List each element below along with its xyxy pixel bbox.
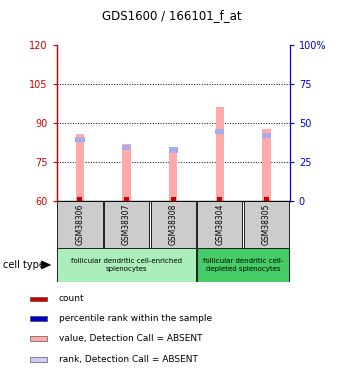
Text: percentile rank within the sample: percentile rank within the sample	[59, 314, 212, 323]
Bar	[30, 297, 47, 302]
Text: GSM38306: GSM38306	[75, 203, 84, 245]
Bar	[30, 336, 47, 341]
Bar	[124, 197, 129, 201]
Bar	[244, 201, 289, 248]
Bar	[57, 201, 103, 248]
Text: value, Detection Call = ABSENT: value, Detection Call = ABSENT	[59, 334, 202, 343]
Bar	[57, 248, 196, 282]
Bar	[217, 197, 222, 201]
Bar	[76, 135, 84, 201]
Bar	[215, 129, 224, 135]
Bar	[151, 201, 196, 248]
Bar	[264, 197, 269, 201]
Text: count: count	[59, 294, 84, 303]
Bar	[169, 147, 177, 201]
Bar	[262, 129, 271, 201]
Bar	[122, 145, 131, 150]
Bar	[169, 147, 178, 153]
Text: rank, Detection Call = ABSENT: rank, Detection Call = ABSENT	[59, 355, 198, 364]
Bar	[216, 107, 224, 201]
Text: GSM38307: GSM38307	[122, 203, 131, 245]
Text: follicular dendritic cell-
depleted splenocytes: follicular dendritic cell- depleted sple…	[203, 258, 283, 272]
Text: GDS1600 / 166101_f_at: GDS1600 / 166101_f_at	[102, 9, 241, 22]
Bar	[104, 201, 149, 248]
Text: GSM38308: GSM38308	[169, 203, 178, 245]
Polygon shape	[41, 260, 51, 269]
Bar	[78, 197, 82, 201]
Text: cell type: cell type	[3, 260, 45, 270]
Text: follicular dendritic cell-enriched
splenocytes: follicular dendritic cell-enriched splen…	[71, 258, 182, 272]
Text: GSM38304: GSM38304	[215, 203, 224, 245]
Bar	[197, 248, 289, 282]
Bar	[262, 133, 271, 138]
Text: GSM38305: GSM38305	[262, 203, 271, 245]
Bar	[75, 137, 84, 142]
Bar	[171, 197, 176, 201]
Bar	[122, 144, 131, 201]
Bar	[197, 201, 243, 248]
Bar	[30, 357, 47, 362]
Bar	[30, 316, 47, 321]
